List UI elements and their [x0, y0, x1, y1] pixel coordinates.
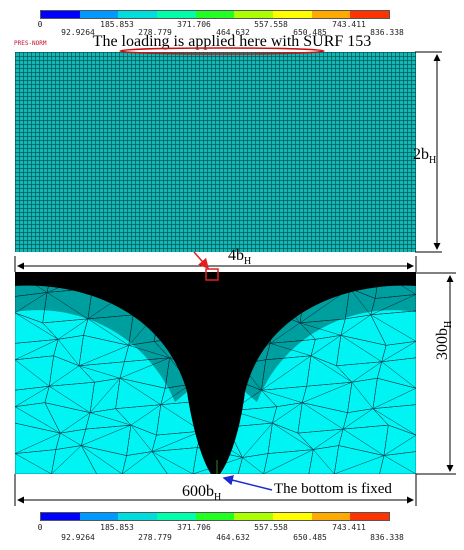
colorbar-tick: 743.411 [332, 20, 366, 29]
colorbar-swatch [311, 513, 351, 520]
colorbar-tick: 557.558 [254, 523, 288, 532]
dimension-subscript: H [429, 155, 437, 167]
loading-caption: The loading is applied here with SURF 15… [92, 33, 372, 50]
bottom-height-dimension [416, 272, 456, 475]
mesh-lines [15, 272, 416, 474]
dimension-text: 300b [434, 328, 451, 360]
pres-norm-label: PRES-NORM [14, 40, 47, 47]
colorbar-top [40, 10, 390, 19]
mesh-drawing [15, 272, 416, 474]
colorbar-tick: 92.9264 [61, 28, 95, 37]
coarse-mesh-panel [15, 272, 416, 474]
colorbar-swatch [234, 513, 274, 520]
zoom-arrow [193, 251, 209, 270]
colorbar-tick: 836.338 [370, 28, 404, 37]
dense-mesh-fringe-left [15, 285, 187, 402]
dimension-text: 2b [413, 146, 429, 163]
colorbar-tick: 371.706 [177, 20, 211, 29]
colorbar-tick: 92.9264 [61, 533, 95, 542]
dense-mesh-region [15, 272, 416, 474]
colorbar-swatch [41, 513, 80, 520]
top-height-dimension [415, 51, 442, 253]
colorbar-swatch [234, 11, 274, 18]
colorbar-tick: 743.411 [332, 523, 366, 532]
colorbar-swatch [118, 11, 158, 18]
colorbar-swatch [157, 11, 196, 18]
bottom-fixed-note: The bottom is fixed [274, 481, 392, 497]
zoom-box [205, 268, 219, 281]
colorbar-swatch [273, 513, 312, 520]
colorbar-tick: 464.632 [216, 533, 250, 542]
bottom-width-label: 600bH [182, 483, 221, 503]
colorbar-swatch [195, 11, 235, 18]
colorbar-tick: 371.706 [177, 523, 211, 532]
colorbar-swatch [79, 513, 119, 520]
triangular-mesh [15, 272, 416, 474]
colorbar-swatch [195, 513, 235, 520]
colorbar-swatch [350, 11, 390, 18]
colorbar-tick: 185.853 [100, 523, 134, 532]
top-width-dimension [14, 256, 417, 272]
colorbar-swatch [41, 11, 80, 18]
colorbar-swatch [157, 513, 196, 520]
colorbar-swatch [273, 11, 312, 18]
colorbar-tick: 0 [37, 20, 43, 29]
fixed-bottom-arrow [222, 475, 273, 491]
colorbar-swatch [311, 11, 351, 18]
colorbar-swatch [118, 513, 158, 520]
colorbar-tick: 836.338 [370, 533, 404, 542]
bottom-height-label: 300bH [434, 321, 454, 360]
fine-mesh-panel [15, 52, 416, 252]
top-width-label: 4bH [228, 247, 251, 267]
bottom-width-dimension [14, 474, 417, 506]
dimension-subscript: H [244, 256, 252, 268]
dense-mesh-fringe-right [245, 285, 416, 402]
colorbar-tick: 0 [37, 523, 43, 532]
colorbar-swatch [79, 11, 119, 18]
colorbar-tick: 278.779 [138, 28, 172, 37]
colorbar-tick: 185.853 [100, 20, 134, 29]
loading-ellipse [119, 47, 325, 55]
colorbar-tick: 557.558 [254, 20, 288, 29]
top-height-label: 2bH [413, 146, 436, 166]
colorbar-bottom [40, 512, 390, 521]
dimension-subscript: H [443, 320, 455, 328]
colorbar-tick: 650.485 [293, 28, 327, 37]
dimension-text: 4b [228, 247, 244, 264]
colorbar-tick: 650.485 [293, 533, 327, 542]
colorbar-swatch [350, 513, 390, 520]
dimension-text: 600b [182, 483, 214, 500]
colorbar-tick: 464.632 [216, 28, 250, 37]
dimension-subscript: H [214, 492, 222, 504]
colorbar-tick: 278.779 [138, 533, 172, 542]
